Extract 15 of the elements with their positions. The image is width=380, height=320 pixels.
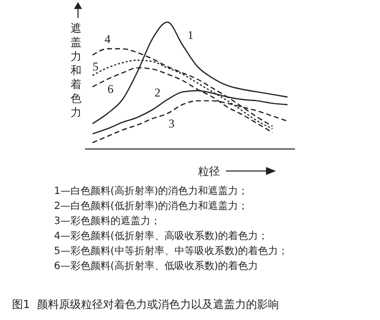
text: 2—白色颜料(低折射率)的消色力和遮盖力； (54, 200, 250, 214)
series-label: 5 (92, 59, 98, 74)
series-label: 3 (168, 116, 174, 130)
text: 5—彩色颜料(中等折射率、中等吸收系数)的着色力； (54, 244, 288, 259)
caption: 图1 颜料原级粒径对着色力或消色力以及遮盖力的影响 (12, 297, 279, 312)
text: 4—彩色颜料(低折射率、高吸收系数)的着色力； (54, 230, 270, 244)
series-label: 1 (188, 28, 194, 42)
text: 6—彩色颜料(高折射率、低吸收系数)的着色力 (54, 260, 260, 274)
series-label: 2 (154, 86, 160, 100)
text: 3—彩色颜料的遮盖力； (54, 214, 162, 229)
text: 1—白色颜料(高折射率)的消色力和遮盖力； (54, 184, 250, 199)
x-axis-title: 粒径 (198, 164, 220, 179)
y-axis-title: 遮盖力和着色力 (70, 22, 82, 120)
series-label: 4 (104, 32, 110, 46)
series-label: 6 (108, 82, 114, 96)
